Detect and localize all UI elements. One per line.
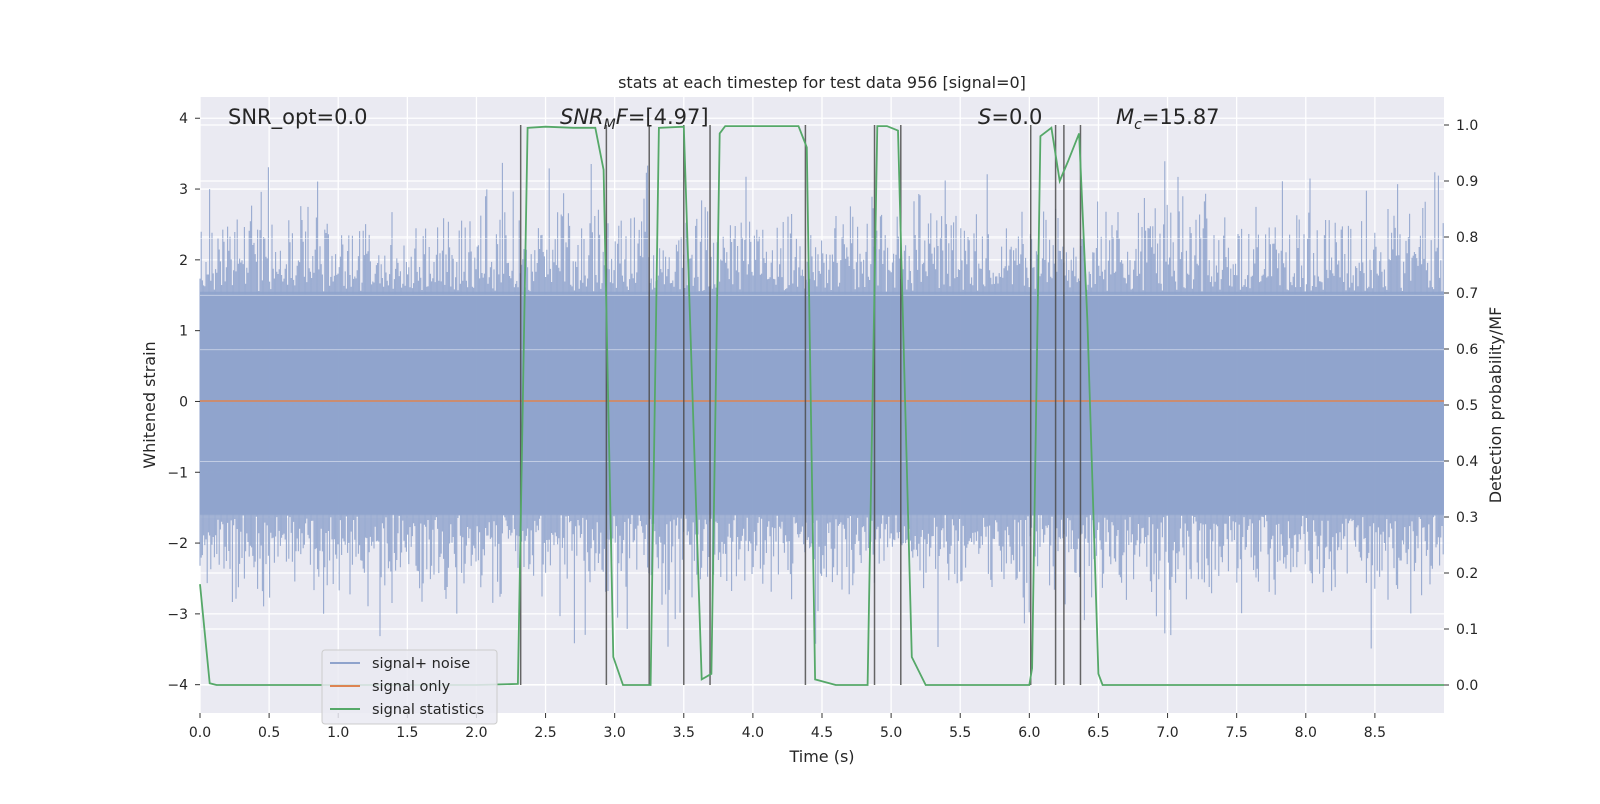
- mc-symbol: M: [1116, 105, 1134, 129]
- noise-spikes: [199, 161, 1444, 649]
- y-tick-label-left: 1: [179, 324, 188, 340]
- axis-ticks: 0.0 0.5 1.0 1.5 2.0 2.5 3.0 3.5 4.0 4.5 5.0 5.5 6.0 6…: [167, 111, 1478, 741]
- legend-label-signal-noise: signal+ noise: [372, 656, 470, 672]
- snr-mf-value: =[4.97]: [628, 105, 709, 129]
- y-tick-label-left: −4: [167, 678, 188, 694]
- snr-mf-symbol: SNR: [560, 105, 604, 129]
- y-tick-label-right: 0.8: [1456, 230, 1478, 246]
- x-tick-label: 3.5: [673, 725, 695, 741]
- x-tick-label: 7.0: [1156, 725, 1178, 741]
- y-tick-label-right: 0.9: [1456, 174, 1478, 190]
- x-tick-label: 8.5: [1364, 725, 1386, 741]
- y-tick-label-right: 1.0: [1456, 118, 1478, 134]
- y-axis-label-left: Whitened strain: [140, 341, 159, 468]
- annotation-snr-mf: SNRMF=[4.97]: [560, 105, 709, 133]
- snr-mf-tail: F: [616, 105, 629, 129]
- y-tick-label-right: 0.2: [1456, 566, 1478, 582]
- y-tick-label-left: −3: [167, 607, 188, 623]
- y-tick-label-left: 3: [179, 182, 188, 198]
- x-tick-label: 6.5: [1087, 725, 1109, 741]
- y-tick-label-right: 0.5: [1456, 398, 1478, 414]
- x-tick-label: 2.5: [534, 725, 556, 741]
- signal-statistics-series: [199, 125, 1444, 686]
- x-tick-label: 4.0: [742, 725, 764, 741]
- x-tick-label: 5.5: [949, 725, 971, 741]
- chart-title: stats at each timestep for test data 956…: [618, 73, 1026, 92]
- legend-box: [321, 649, 498, 725]
- y-tick-label-left: 2: [179, 253, 188, 269]
- x-tick-label: 1.0: [327, 725, 349, 741]
- x-axis-label: Time (s): [788, 747, 854, 766]
- x-tick-label: 0.5: [258, 725, 280, 741]
- y-tick-label-right: 0.6: [1456, 342, 1478, 358]
- y-tick-label-left: −2: [167, 536, 188, 552]
- legend: signal+ noise signal only signal statist…: [321, 649, 498, 725]
- x-tick-label: 3.0: [604, 725, 626, 741]
- legend-label-signal-only: signal only: [372, 679, 451, 695]
- x-tick-label: 7.5: [1226, 725, 1248, 741]
- x-tick-label: 8.0: [1295, 725, 1317, 741]
- x-tick-label: 6.0: [1018, 725, 1040, 741]
- y-tick-label-right: 0.4: [1456, 454, 1478, 470]
- annotation-mc: Mc=15.87: [1116, 105, 1220, 133]
- y-axis-label-right: Detection probability/MF: [1486, 307, 1505, 504]
- mc-value: =15.87: [1142, 105, 1220, 129]
- x-tick-label: 5.0: [880, 725, 902, 741]
- snr-mf-subscript: M: [604, 117, 616, 133]
- y-tick-label-left: −1: [167, 465, 188, 481]
- s-value: =0.0: [991, 105, 1042, 129]
- x-tick-label: 4.5: [811, 725, 833, 741]
- y-tick-label-left: 0: [179, 394, 188, 410]
- signal-noise-series: [199, 161, 1444, 649]
- x-tick-label: 2.0: [465, 725, 487, 741]
- x-tick-label: 0.0: [189, 725, 211, 741]
- s-symbol: S: [978, 105, 991, 129]
- annotation-snr-opt: SNR_opt=0.0: [228, 105, 368, 130]
- vertical-markers: [519, 125, 1082, 685]
- y-tick-label-right: 0.1: [1456, 622, 1478, 638]
- x-tick-label: 1.5: [396, 725, 418, 741]
- y-tick-label-right: 0.7: [1456, 286, 1478, 302]
- y-tick-label-right: 0.3: [1456, 510, 1478, 526]
- y-tick-label-left: 4: [179, 111, 188, 127]
- annotation-s: S=0.0: [978, 105, 1042, 129]
- y-tick-label-right: 0.0: [1456, 678, 1478, 694]
- mc-subscript: c: [1134, 117, 1142, 133]
- legend-label-signal-statistics: signal statistics: [372, 702, 484, 718]
